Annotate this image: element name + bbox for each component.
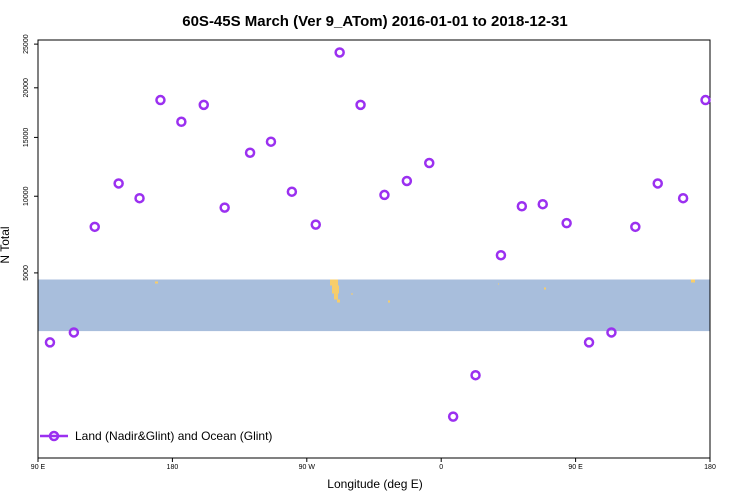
- y-axis: 5000 10000 15000 20000 25000: [23, 34, 38, 281]
- x-axis-label: Longitude (deg E): [327, 477, 422, 491]
- data-point: [537, 198, 548, 210]
- data-point: [310, 219, 322, 230]
- chart-title: 60S-45S March (Ver 9_ATom) 2016-01-01 to…: [182, 13, 567, 30]
- data-point: [134, 192, 145, 204]
- x-tick-label: 90 E: [568, 464, 583, 471]
- data-point: [379, 189, 390, 201]
- data-point: [700, 94, 711, 106]
- y-axis-label: N Total: [0, 226, 12, 263]
- data-point: [424, 157, 435, 169]
- land-patch: [155, 281, 158, 284]
- x-tick-label: 180: [167, 464, 179, 471]
- data-point: [334, 47, 345, 58]
- data-point: [606, 327, 617, 338]
- land-patch: [351, 293, 353, 295]
- data-point: [89, 221, 100, 233]
- data-point: [244, 147, 256, 158]
- y-tick-label: 5000: [23, 265, 30, 281]
- data-points: [44, 47, 711, 422]
- data-point: [516, 200, 528, 212]
- ocean-band: [38, 279, 710, 332]
- land-patch: [388, 300, 390, 303]
- land-patch: [330, 279, 338, 286]
- data-point: [495, 249, 507, 261]
- data-point: [198, 99, 210, 111]
- data-point: [677, 192, 689, 204]
- x-tick-label: 90 E: [31, 464, 46, 471]
- land-patch: [544, 287, 546, 290]
- plot-frame: [37, 39, 711, 459]
- data-point: [561, 217, 572, 229]
- data-point: [470, 369, 481, 381]
- data-point: [155, 94, 166, 106]
- data-point: [652, 178, 663, 189]
- legend-entry-label: Land (Nadir&Glint) and Ocean (Glint): [75, 429, 272, 443]
- data-point: [447, 411, 459, 422]
- data-point: [113, 178, 124, 189]
- x-tick-label: 90 W: [299, 464, 316, 471]
- land-patch: [332, 285, 339, 294]
- y-tick-label: 25000: [23, 34, 30, 54]
- legend-marker: [48, 430, 60, 442]
- data-point: [219, 202, 230, 213]
- data-point: [265, 136, 277, 147]
- land-patch: [337, 299, 340, 303]
- map-band: [38, 279, 710, 332]
- data-point: [630, 221, 641, 233]
- data-point: [355, 99, 366, 111]
- data-point: [44, 337, 56, 348]
- data-point: [583, 337, 595, 348]
- x-tick-label: 0: [439, 464, 443, 471]
- land-patch: [498, 283, 499, 285]
- y-tick-label: 15000: [23, 128, 30, 148]
- data-point: [176, 116, 187, 128]
- y-tick-label: 10000: [23, 186, 30, 206]
- land-patch: [691, 279, 695, 283]
- data-point: [286, 186, 298, 197]
- x-tick-label: 180: [704, 464, 716, 471]
- y-tick-label: 20000: [23, 78, 30, 98]
- data-point: [401, 175, 413, 187]
- x-axis: 90 E 180 90 W 0 90 E 180: [31, 458, 716, 471]
- legend: Land (Nadir&Glint) and Ocean (Glint): [40, 429, 272, 443]
- land-patch: [334, 293, 338, 300]
- data-point: [68, 327, 80, 338]
